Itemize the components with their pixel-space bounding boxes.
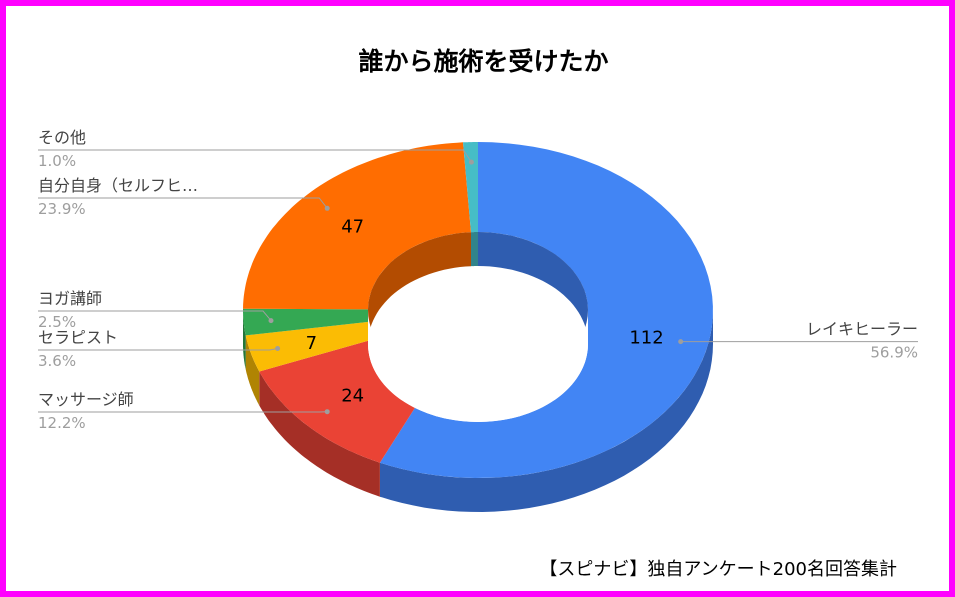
leader-line-2 [38,348,278,351]
slice-value-label-0: 112 [629,327,663,348]
slice-2[interactable] [245,321,376,372]
slice-3[interactable] [243,308,370,336]
leader-line-4 [38,197,328,209]
slice-inner-wall-5-1 [471,232,478,267]
slice-value-label-2: 7 [306,333,317,354]
donut-hole [368,310,588,422]
slice-label-3: ヨガ講師 [38,289,102,308]
slice-5[interactable] [463,142,478,233]
slice-value-label-4: 47 [341,217,364,238]
slice-inner-wall-0-0 [478,232,588,344]
slice-side-1 [259,371,380,497]
chart-title: 誰から施術を受けたか [358,47,609,76]
source-note: 【スピナビ】独自アンケート200名回答集計 [539,559,897,580]
leader-line-3 [38,310,272,321]
slice-percent-1: 12.2% [38,414,86,432]
slice-percent-0: 56.9% [870,344,918,362]
slice-inner-wall-4-1 [368,232,471,344]
slice-side-0 [379,310,713,512]
slice-value-label-1: 24 [341,386,364,407]
slice-percent-5: 1.0% [38,152,76,170]
slice-label-4: 自分自身（セルフヒ… [38,176,198,195]
slice-side-2 [245,335,260,406]
slice-label-0: レイキヒーラー [806,320,918,339]
slice-side-3 [243,310,246,370]
slice-percent-2: 3.6% [38,352,76,370]
slice-label-2: セラピスト [38,328,118,347]
leader-line-5 [38,149,472,163]
slice-label-1: マッサージ師 [38,390,134,409]
slice-4[interactable] [243,142,471,310]
slice-label-5: その他 [38,128,86,147]
slice-percent-4: 23.9% [38,200,86,218]
slice-percent-3: 2.5% [38,313,76,331]
